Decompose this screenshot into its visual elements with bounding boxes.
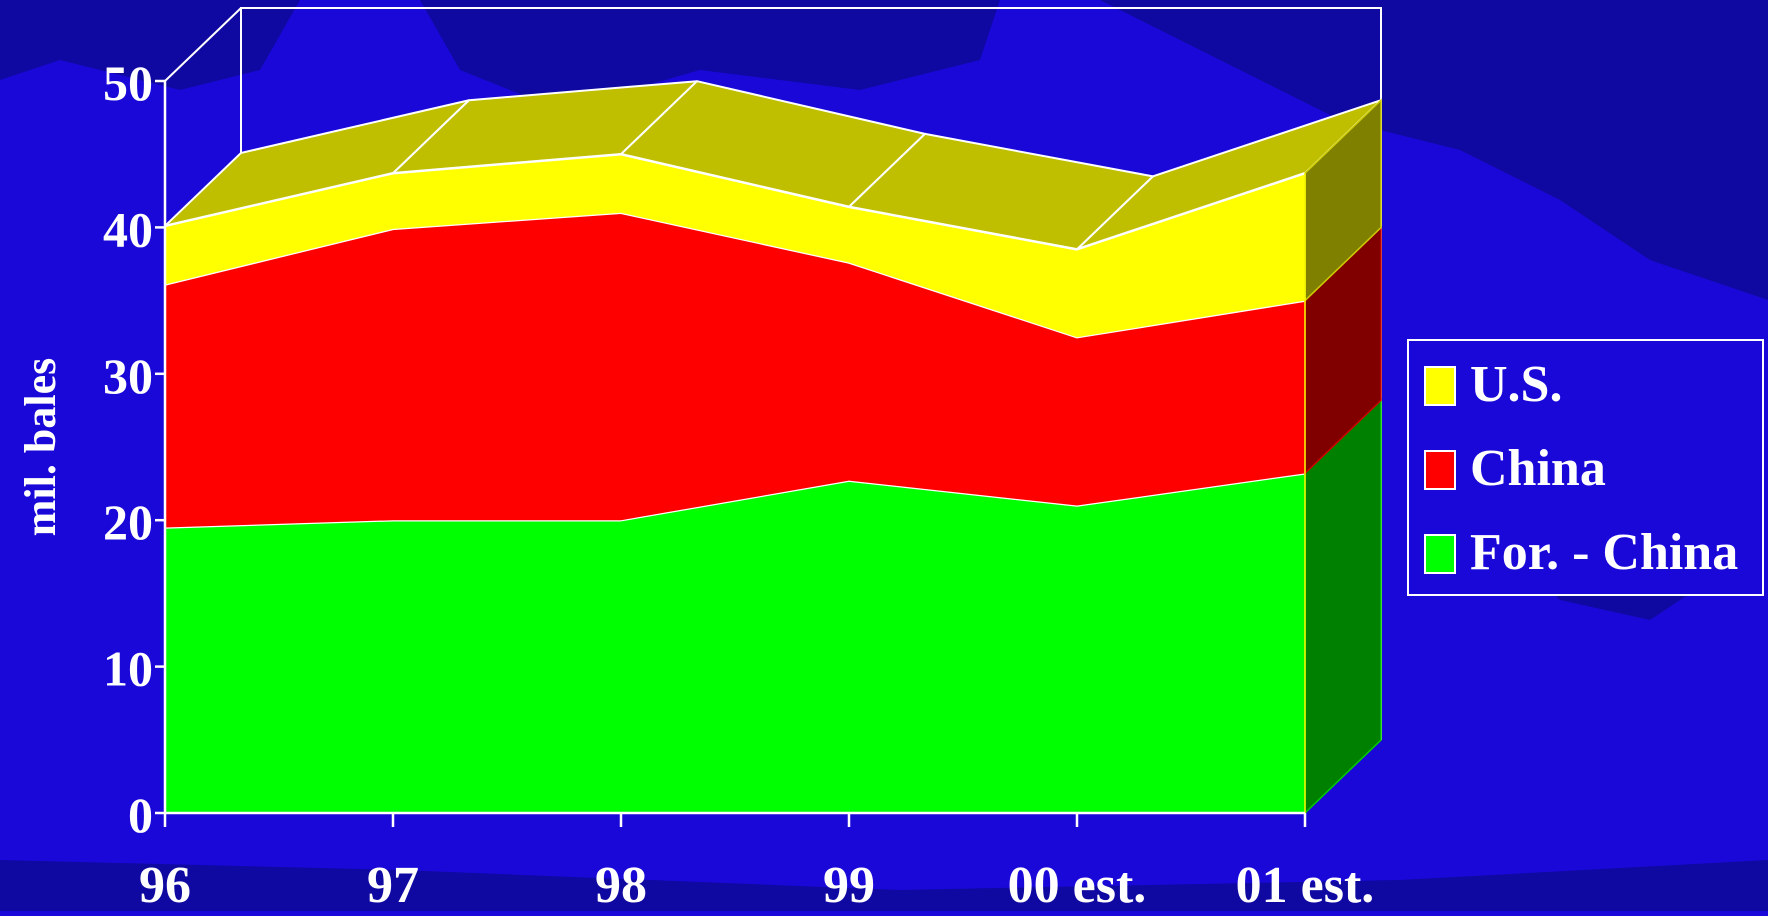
x-tick-label: 98 [595, 857, 647, 911]
y-tick-label: 30 [103, 348, 153, 404]
y-tick-label: 40 [103, 201, 153, 257]
area-side-faces [1304, 98, 1382, 815]
legend-label-u-s: U.S. [1470, 356, 1562, 413]
y-tick-label: 20 [103, 494, 153, 550]
legend: U.S. China For. - China [1407, 339, 1764, 596]
area-u-s [165, 154, 1305, 338]
legend-label-china: China [1470, 440, 1606, 497]
x-tick-label: 99 [823, 857, 875, 911]
frame-depth-edge [164, 7, 242, 82]
area-edge-u-s [164, 152, 1306, 251]
x-tick-label: 97 [367, 857, 419, 911]
axes: 0 10 20 30 40 50 96 97 98 99 00 est. 01 est. [103, 55, 1375, 914]
background-landmass [0, 860, 1768, 911]
area-for-china [165, 473, 1305, 813]
area-top-surfaces [164, 80, 1382, 251]
x-tick-label: 96 [139, 857, 191, 911]
x-tick-label: 01 est. [1236, 857, 1375, 911]
legend-box [1407, 339, 1764, 596]
legend-swatch-u-s [1424, 366, 1456, 406]
background-landmass [420, 0, 1000, 110]
y-tick-label: 0 [128, 787, 153, 843]
area-china [165, 212, 1305, 528]
y-tick-label: 50 [103, 55, 153, 111]
legend-swatch-for-china [1424, 534, 1456, 574]
background-landmass [1100, 0, 1768, 300]
x-tick-label: 00 est. [1008, 857, 1147, 911]
legend-swatch-china [1424, 450, 1456, 490]
y-axis-label: mil. bales [16, 358, 65, 536]
area-front-faces [164, 152, 1306, 813]
y-tick-label: 10 [103, 641, 153, 697]
legend-label-for-china: For. - China [1470, 524, 1738, 581]
